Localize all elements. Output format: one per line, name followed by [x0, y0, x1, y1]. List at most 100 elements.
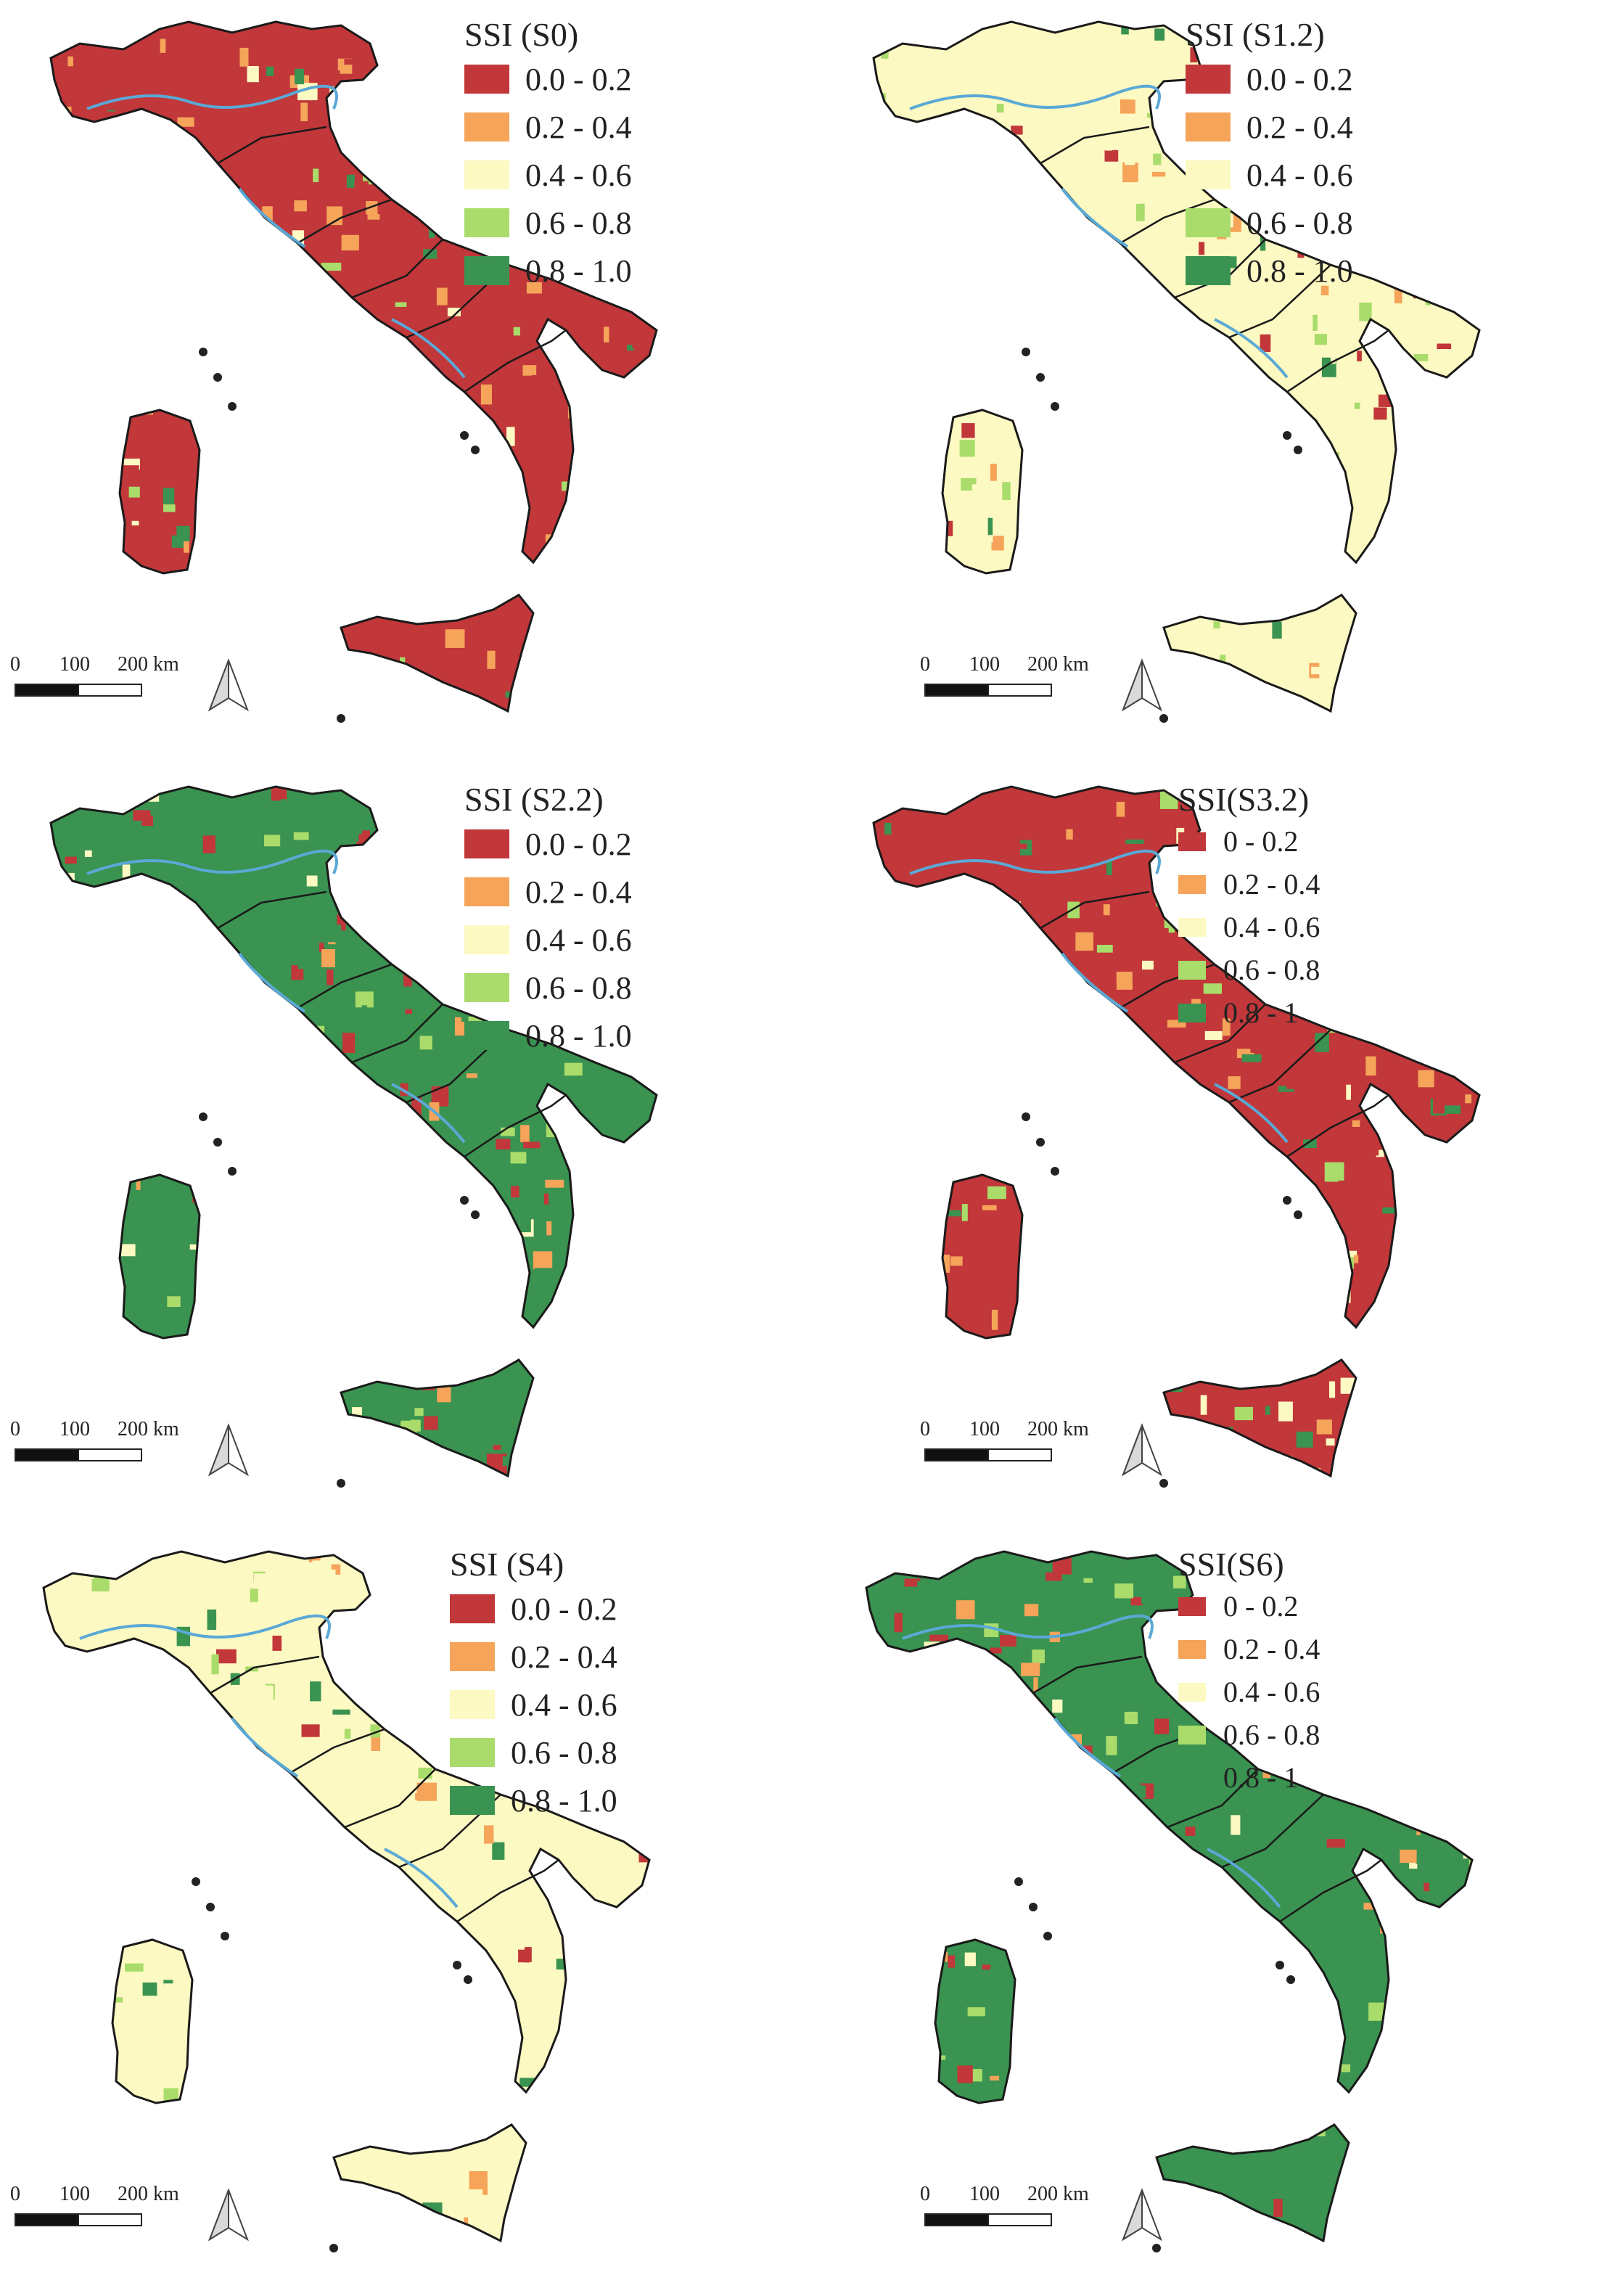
choropleth-map	[49, 785, 658, 1488]
legend-item: 0.0 - 0.2	[1186, 55, 1353, 103]
legend-label: 0.2 - 0.4	[525, 874, 632, 910]
legend-label: 0.6 - 0.8	[525, 969, 632, 1006]
legend-swatch	[464, 973, 509, 1002]
legend-label: 0.0 - 0.2	[525, 61, 632, 97]
small-island	[221, 1932, 229, 1940]
legend-item: 0.6 - 0.8	[1186, 199, 1353, 247]
legend-swatch	[450, 1594, 495, 1623]
small-island	[1022, 348, 1030, 356]
small-island	[1286, 1975, 1295, 1984]
legend-swatch	[464, 208, 509, 237]
small-island	[213, 373, 222, 382]
north-arrow-icon	[1122, 1423, 1162, 1477]
region-borders	[1032, 1655, 1382, 1923]
small-island	[1159, 1479, 1168, 1488]
legend-title: SSI(S3.2)	[1178, 781, 1310, 818]
legend-item: 0.2 - 0.4	[450, 1633, 617, 1681]
scale-bar-track	[924, 2213, 1052, 2226]
legend-label: 0 - 0.2	[1223, 1590, 1299, 1623]
rivers	[86, 849, 466, 1144]
rivers	[909, 84, 1289, 379]
choropleth-map	[872, 785, 1481, 1488]
legend-swatch	[1178, 1003, 1206, 1022]
legend: SSI(S3.2) 0 - 0.2 0.2 - 0.4 0.4 - 0.6 0.6 - …	[1178, 779, 1320, 1034]
scale-bar-track	[15, 1448, 142, 1461]
legend-item: 0.2 - 0.4	[464, 103, 632, 151]
scale-label-0: 0	[920, 1418, 930, 1440]
scale-bar-track	[15, 684, 142, 697]
legend-item: 0.8 - 1.0	[1186, 247, 1353, 295]
legend-swatch	[1186, 256, 1231, 285]
legend-swatch	[1178, 1725, 1206, 1744]
scale-label-100: 100	[59, 653, 90, 676]
small-island	[199, 1112, 208, 1121]
small-island	[464, 1975, 472, 1984]
scale-bar: 0 100 200 km	[920, 1418, 1089, 1461]
small-island	[206, 1903, 215, 1911]
region-borders	[217, 890, 567, 1158]
scale-label-200: 200 km	[118, 2183, 179, 2205]
legend-swatch	[464, 160, 509, 189]
legend-label: 0.4 - 0.6	[1223, 911, 1320, 943]
scale-bar: 0 100 200 km	[10, 2183, 179, 2226]
legend: SSI (S0) 0.0 - 0.2 0.2 - 0.4 0.4 - 0.6 0.6 -…	[464, 15, 632, 295]
legend-item: 0.2 - 0.4	[1178, 863, 1320, 906]
scale-labels: 0 100 200 km	[920, 653, 1089, 678]
small-island	[1022, 1112, 1030, 1121]
north-arrow-icon	[208, 658, 249, 712]
legend: SSI (S2.2) 0.0 - 0.2 0.2 - 0.4 0.4 - 0.6 0.6…	[464, 779, 632, 1059]
legend-label: 0.4 - 0.6	[525, 157, 632, 193]
map-panel-s6: SSI(S6) 0 - 0.2 0.2 - 0.4 0.4 - 0.6 0.6 - 0.…	[801, 1530, 1602, 2295]
legend-label: 0.8 - 1.0	[525, 1017, 632, 1054]
legend-label: 0.8 - 1.0	[525, 253, 632, 289]
scale-labels: 0 100 200 km	[920, 1418, 1089, 1443]
legend-swatch	[464, 1021, 509, 1050]
legend-title: SSI (S0)	[464, 16, 579, 53]
legend-label: 0.0 - 0.2	[511, 1591, 617, 1627]
small-island	[337, 714, 345, 723]
legend-swatch	[1186, 112, 1231, 142]
small-island	[1283, 431, 1291, 440]
legend-swatch	[464, 877, 509, 906]
small-island	[337, 1479, 345, 1488]
legend-item: 0.6 - 0.8	[464, 199, 632, 247]
legend-item: 0.8 - 1	[1178, 1756, 1320, 1799]
legend-label: 0.0 - 0.2	[525, 826, 632, 862]
legend-swatch	[450, 1786, 495, 1815]
scale-labels: 0 100 200 km	[10, 1418, 179, 1443]
scale-label-100: 100	[969, 653, 1000, 676]
legend-item: 0.6 - 0.8	[450, 1729, 617, 1776]
small-island	[329, 2244, 338, 2252]
legend-label: 0.2 - 0.4	[1223, 1633, 1320, 1665]
legend-swatch	[450, 1642, 495, 1671]
north-arrow-icon	[1122, 2188, 1162, 2242]
region-borders	[1040, 890, 1389, 1158]
scale-bar-track	[924, 684, 1052, 697]
small-island	[199, 348, 208, 356]
legend-label: 0.0 - 0.2	[1246, 61, 1353, 97]
small-island	[1029, 1903, 1038, 1911]
scale-bar: 0 100 200 km	[920, 2183, 1089, 2226]
legend-item: 0.2 - 0.4	[1186, 103, 1353, 151]
scale-label-200: 200 km	[118, 1418, 179, 1440]
small-island	[1294, 446, 1302, 454]
region-borders	[210, 1655, 559, 1923]
scale-label-100: 100	[59, 2183, 90, 2205]
legend-swatch	[1186, 208, 1231, 237]
legend-swatch	[464, 112, 509, 142]
legend-item: 0.8 - 1.0	[464, 247, 632, 295]
legend-item: 0.0 - 0.2	[464, 55, 632, 103]
legend-title: SSI(S6)	[1178, 1546, 1284, 1583]
legend: SSI(S6) 0 - 0.2 0.2 - 0.4 0.4 - 0.6 0.6 - 0.…	[1178, 1544, 1320, 1799]
legend-swatch	[1178, 1639, 1206, 1659]
small-island	[1276, 1961, 1284, 1969]
legend-item: 0.2 - 0.4	[464, 868, 632, 916]
legend-label: 0.8 - 1	[1223, 996, 1299, 1029]
north-arrow-icon	[208, 1423, 249, 1477]
legend-label: 0.2 - 0.4	[1246, 109, 1353, 145]
legend-item: 0.0 - 0.2	[450, 1585, 617, 1633]
legend-item: 0.4 - 0.6	[1178, 906, 1320, 948]
legend-title: SSI (S1.2)	[1186, 16, 1325, 53]
legend-swatch	[1178, 1682, 1206, 1702]
legend-swatch	[450, 1690, 495, 1719]
